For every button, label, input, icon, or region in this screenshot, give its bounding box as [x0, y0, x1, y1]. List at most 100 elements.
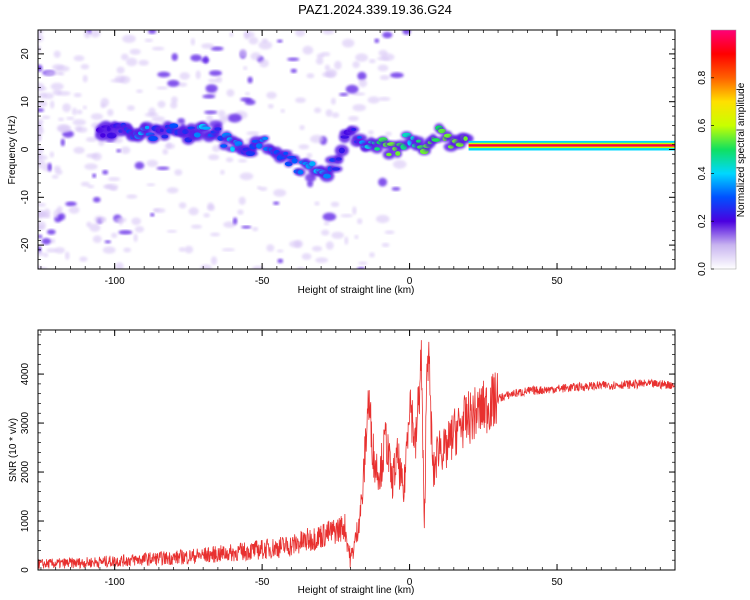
noise-blob [60, 138, 65, 147]
ridge-blob-core [220, 144, 228, 148]
noise-blob [357, 71, 367, 81]
noise-blob [377, 64, 389, 72]
noise-blob [188, 207, 199, 216]
noise-blob [257, 186, 262, 190]
noise-blob [58, 117, 64, 122]
noise-blob [312, 245, 323, 252]
noise-blob [116, 149, 121, 153]
noise-blob [146, 183, 156, 187]
noise-blob [342, 38, 355, 48]
noise-blob [178, 202, 187, 209]
noise-blob [195, 70, 201, 80]
ridge-blob-core [161, 134, 169, 139]
noise-blob [241, 225, 252, 229]
noise-blob [378, 49, 388, 57]
noise-blob [357, 218, 363, 225]
x-tick-label: 0 [407, 577, 413, 588]
ridge-blob-core [100, 133, 106, 138]
noise-blob [73, 92, 82, 98]
noise-blob [390, 72, 404, 78]
noise-blob [204, 110, 218, 115]
noise-blob [49, 71, 63, 75]
ridge-blob-core [234, 141, 243, 147]
noise-blob [402, 30, 411, 35]
noise-blob [243, 66, 248, 70]
noise-blob [290, 68, 297, 73]
ridge-blob-core [463, 136, 468, 141]
y-tick-label: 2000 [20, 460, 31, 483]
noise-blob [295, 30, 306, 37]
noise-blob [148, 30, 157, 34]
noise-blob [367, 130, 374, 135]
noise-blob [156, 166, 170, 170]
noise-blob [201, 43, 215, 49]
noise-blob [330, 201, 340, 207]
noise-blob [79, 256, 88, 262]
ridge-blob-core [262, 136, 269, 141]
noise-blob [121, 53, 129, 61]
ridge-blob-core [214, 127, 222, 131]
noise-blob [316, 53, 324, 59]
noise-blob [100, 97, 110, 107]
x-tick-label: -50 [255, 577, 270, 588]
noise-blob [298, 144, 310, 150]
colorbar-tick-label: 0.6 [697, 118, 708, 132]
ridge-blob-core [338, 147, 345, 154]
noise-blob [41, 115, 51, 120]
noise-blob [301, 253, 312, 260]
noise-blob [107, 109, 114, 117]
dense-band [468, 140, 675, 151]
noise-blob [339, 92, 349, 97]
noise-blob [240, 97, 253, 102]
noise-blob [85, 137, 97, 142]
ridge-blob-core [283, 151, 289, 156]
y-tick-label: -10 [20, 190, 31, 205]
noise-blob [280, 109, 285, 113]
noise-blob [299, 125, 305, 131]
noise-blob [228, 113, 242, 123]
noise-blob [325, 71, 336, 78]
noise-blob [245, 92, 250, 96]
noise-blob [210, 256, 218, 265]
noise-blob [123, 247, 131, 253]
noise-blob [93, 196, 101, 203]
noise-blob [223, 221, 237, 228]
noise-blob [111, 232, 118, 238]
ridge-blob-core [351, 127, 357, 132]
noise-blob [368, 59, 376, 64]
y-tick-label: 0 [20, 146, 31, 152]
noise-blob [166, 187, 179, 194]
noise-blob [156, 86, 168, 90]
noise-blob [89, 30, 101, 38]
noise-blob [392, 159, 407, 169]
noise-blob [321, 229, 330, 236]
y-tick-label: 10 [20, 96, 31, 108]
noise-blob [38, 221, 46, 230]
ridge-blob-core [431, 138, 441, 142]
noise-blob [46, 229, 56, 235]
noise-blob [84, 30, 91, 39]
noise-blob [72, 119, 87, 126]
x-tick-label: 50 [551, 276, 563, 287]
noise-blob [102, 184, 114, 189]
noise-blob [217, 110, 226, 117]
noise-blob [84, 163, 98, 170]
noise-blob [116, 66, 125, 74]
noise-blob [391, 187, 401, 191]
noise-blob [306, 73, 315, 79]
ridge-blob-core [323, 173, 331, 179]
noise-blob [144, 38, 153, 43]
noise-blob [367, 96, 380, 104]
colorbar-tick-label: 0.2 [697, 214, 708, 228]
ridge-blob-core [309, 161, 316, 167]
noise-blob [90, 113, 103, 120]
noise-blob [375, 214, 390, 224]
noise-blob [322, 212, 337, 221]
noise-blob [287, 57, 300, 61]
noise-blob [203, 55, 208, 64]
noise-blob [87, 184, 95, 189]
noise-blob [133, 233, 138, 243]
x-tick-label: -50 [255, 276, 270, 287]
